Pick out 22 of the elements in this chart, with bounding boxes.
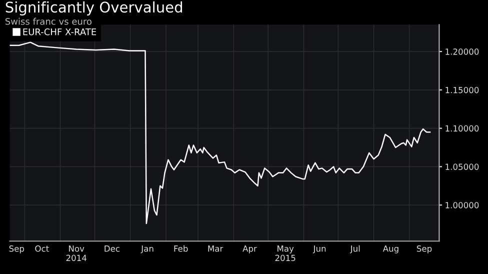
- y-tick-label: 1.10000: [446, 125, 479, 132]
- x-tick-label: Aug: [382, 246, 398, 254]
- x-tick-label: Sep: [416, 245, 432, 254]
- x-tick-label: Mar: [208, 246, 224, 252]
- x-tick-label: Jun: [312, 246, 326, 254]
- x-tick-label: Feb: [174, 245, 188, 252]
- chart-title: Significantly Overvalued: [6, 1, 182, 16]
- x-tick-label: Oct: [35, 245, 49, 252]
- x-tick-label: May 2015: [275, 246, 296, 262]
- x-tick-label: Sep: [9, 245, 24, 254]
- legend-label: EUR-CHF X-RATE: [23, 28, 96, 36]
- line-series: [10, 42, 431, 224]
- x-tick-label: Jul: [350, 245, 360, 254]
- y-tick-label: 1.20000: [446, 48, 479, 55]
- y-tick-label: 1.05000: [446, 164, 479, 170]
- chart-subtitle: Swiss franc vs euro: [5, 18, 92, 25]
- y-tick-label: 1.00000: [446, 202, 479, 208]
- x-tick-label: Nov 2014: [66, 246, 86, 262]
- y-tick-label: 1.15000: [446, 86, 479, 94]
- x-tick-label: Jan: [140, 246, 154, 254]
- x-tick-label: Apr: [242, 246, 257, 254]
- x-tick-label: Dec: [104, 246, 120, 252]
